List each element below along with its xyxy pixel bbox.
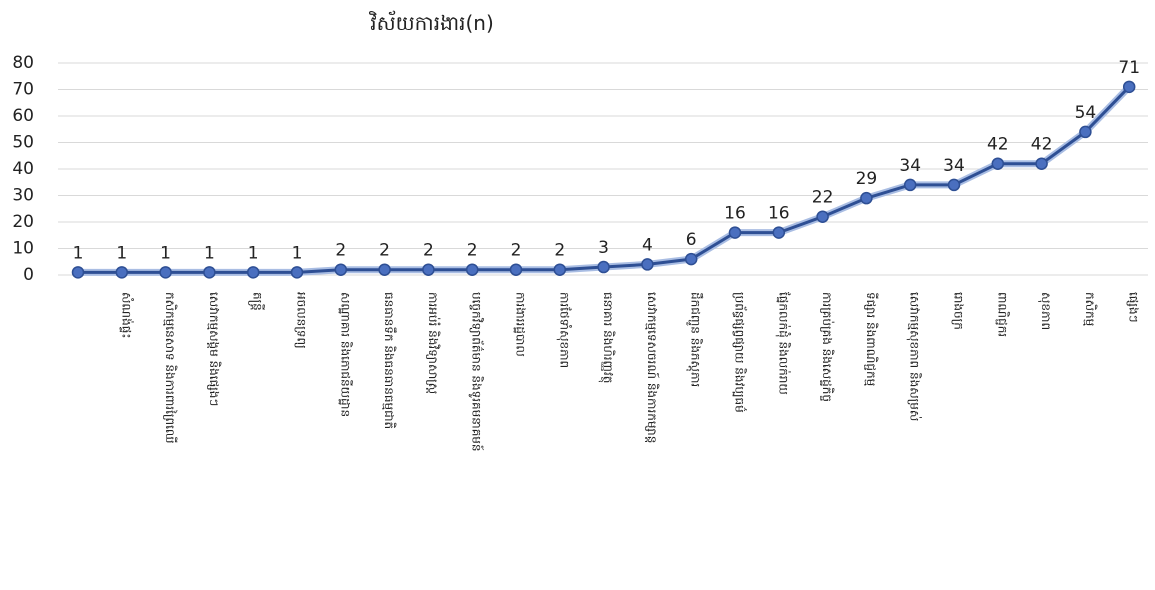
data-label: 6	[686, 230, 697, 250]
y-tick-label: 70	[12, 80, 34, 100]
marker	[203, 266, 216, 279]
x-tick-label: ការអប់រំ និងវិទ្យាសាស្ត្រ	[426, 292, 441, 394]
data-label: 2	[423, 241, 434, 261]
marker	[509, 263, 523, 276]
data-label: 34	[943, 156, 965, 176]
marker	[641, 258, 654, 271]
x-tick-label: ទីផ្សារ និងពាណិជ្ជកម្ម	[864, 292, 879, 387]
x-tick-label: សំណង់ផ្ទះ	[119, 292, 134, 339]
y-tick-label: 20	[12, 212, 34, 232]
x-tick-label: ការគ្រប់គ្រង និងសេដ្ឋកិច្ច	[820, 292, 835, 402]
x-tick-label: កសិកម្មនេសាទ និងការពារព្រៃឈើ	[163, 292, 178, 444]
data-label: 2	[335, 241, 346, 261]
marker	[684, 252, 698, 266]
marker	[860, 191, 873, 205]
y-tick-label: 0	[23, 265, 34, 285]
x-tick-label: ការថែទាំសុខភាព	[556, 292, 572, 368]
x-tick-label: សេវាកម្មទេសចរណ៍ និងការកម្សាន្ត	[645, 292, 660, 443]
x-tick-label: ពាណិជ្ជករ	[995, 292, 1010, 337]
data-label: 42	[987, 135, 1009, 155]
data-label: 42	[1031, 135, 1053, 155]
x-tick-label: ផ្សេងៗ	[1127, 292, 1141, 323]
x-tick-label: សុខភាព	[1038, 292, 1053, 330]
marker	[71, 266, 85, 279]
data-label: 3	[598, 238, 609, 258]
marker	[816, 210, 829, 223]
data-label: 1	[116, 243, 127, 263]
x-tick-label: រោងចក្រ	[952, 292, 966, 330]
marker	[290, 266, 304, 279]
x-tick-label: សេវាកម្មសង្គម និងផ្សេងៗ	[207, 292, 222, 406]
marker	[115, 266, 129, 279]
y-tick-label: 40	[12, 159, 34, 179]
x-tick-label: តន្ត្រី	[248, 292, 266, 311]
x-tick-label: អចលនទ្រព្យ	[295, 292, 309, 349]
y-tick-label: 80	[12, 53, 34, 73]
x-tick-label: ដឹកជញ្ជូន និងភស្តុភារ	[686, 292, 704, 387]
marker	[991, 157, 1005, 170]
x-tick-label: ប្រព័ន្ធផ្សព្វផ្សាយ និងវប្បធម៌	[733, 292, 748, 413]
data-label: 2	[467, 241, 478, 261]
marker	[728, 226, 742, 239]
data-label: 54	[1075, 103, 1097, 123]
marker	[422, 263, 435, 276]
data-label: 22	[812, 188, 834, 208]
data-label: 16	[724, 204, 746, 224]
data-label: 1	[204, 243, 215, 263]
y-tick-label: 60	[12, 106, 34, 126]
marker	[246, 266, 260, 279]
x-tick-label: កសិកម្ម	[1083, 292, 1098, 327]
x-tick-label: ការងាររដ្ឋបាល	[514, 292, 528, 357]
y-tick-label: 10	[12, 239, 34, 259]
x-tick-label: ធនធានទឹក និងធនធានធម្មជាតិ	[382, 292, 397, 429]
data-label: 29	[856, 169, 878, 189]
data-label: 4	[642, 235, 653, 255]
data-label: 1	[292, 243, 303, 263]
data-label: 16	[768, 204, 790, 224]
marker	[1079, 125, 1092, 139]
marker	[1122, 80, 1136, 94]
marker	[903, 178, 917, 192]
x-tick-label: សេវាកម្មសុខភាព និងសម្រស់	[907, 292, 923, 421]
marker	[159, 266, 172, 279]
data-label: 2	[379, 241, 390, 261]
marker	[947, 178, 961, 192]
marker	[378, 263, 391, 276]
data-label: 1	[160, 243, 171, 263]
x-tick-label: សណ្ឋាគារ និងភោជនីយដ្ឋាន	[338, 292, 353, 417]
data-label: 2	[554, 241, 565, 261]
y-tick-label: 30	[12, 186, 34, 206]
marker	[1035, 157, 1048, 170]
y-tick-label: 50	[12, 133, 34, 153]
x-tick-label: ផ្នែកលក់ដុំ និងលក់រាយ	[775, 292, 791, 395]
marker	[597, 260, 610, 274]
data-label: 2	[511, 241, 522, 261]
marker	[465, 263, 479, 276]
x-tick-label: ធនាគារ និងហិរញ្ញវត្ថុ	[598, 292, 616, 383]
data-label: 1	[248, 243, 259, 263]
chart-title: វិស័យការងារ(n)	[369, 10, 494, 35]
data-label: 71	[1118, 58, 1140, 78]
data-label: 1	[73, 243, 84, 263]
x-tick-label: បច្ចេកវិទ្យាព័ត៌មាន និងទូរគមនាគមន៍	[469, 292, 485, 452]
marker	[553, 263, 567, 276]
marker	[334, 263, 348, 276]
marker	[772, 226, 786, 239]
data-label: 34	[899, 156, 921, 176]
